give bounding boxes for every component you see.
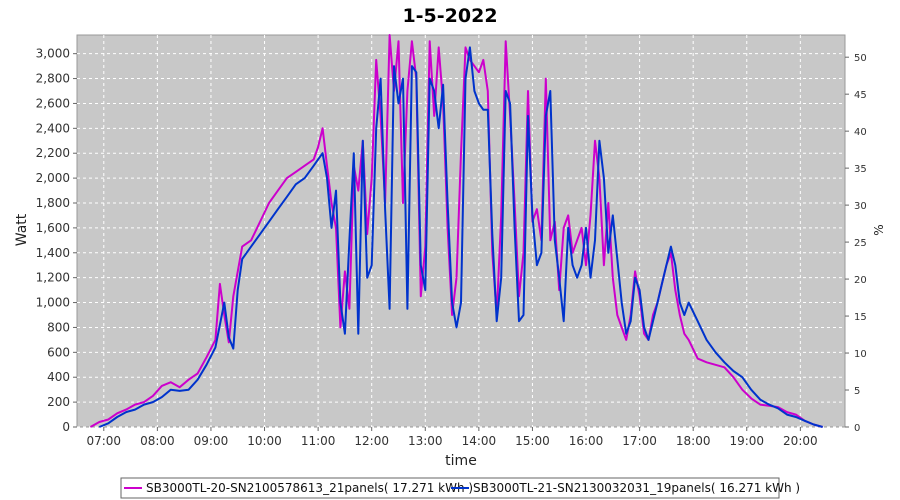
x-tick-label: 08:00	[140, 434, 175, 448]
y-tick-label: 1,400	[36, 246, 70, 260]
legend-label-2: SB3000TL-21-SN2130032031_19panels( 16.27…	[473, 481, 800, 495]
y-tick-label: 2,800	[36, 72, 70, 86]
y2-tick-label: 35	[854, 164, 867, 175]
y2-tick-label: 0	[854, 423, 860, 434]
y2-axis-title: %	[872, 224, 886, 235]
y-tick-label: 2,600	[36, 96, 70, 110]
legend: SB3000TL-20-SN2100578613_21panels( 17.27…	[120, 477, 800, 499]
y-axis-title: Watt	[14, 213, 30, 246]
y2-tick-label: 50	[854, 53, 867, 64]
y-tick-label: 800	[47, 320, 70, 334]
y-tick-label: 2,200	[36, 146, 70, 160]
y-tick-label: 1,200	[36, 271, 70, 285]
y-tick-label: 400	[47, 370, 70, 384]
y-tick-label: 0	[62, 420, 70, 434]
y-tick-label: 1,000	[36, 296, 70, 310]
x-tick-label: 12:00	[354, 434, 389, 448]
y-tick-label: 2,000	[36, 171, 70, 185]
y2-tick-label: 30	[854, 201, 867, 212]
x-tick-label: 19:00	[729, 434, 764, 448]
legend-label-1: SB3000TL-20-SN2100578613_21panels( 17.27…	[146, 481, 473, 495]
y-axis-right: 0 5 10 15 20 25 30 35 40 45 50	[845, 53, 867, 434]
legend-box	[120, 477, 780, 499]
x-axis: 07:00 08:00 09:00 10:00 11:00 12:00 13:00 14:00…	[86, 427, 818, 448]
y-tick-label: 3,000	[36, 47, 70, 61]
y2-tick-label: 25	[854, 238, 867, 249]
x-tick-label: 13:00	[408, 434, 443, 448]
x-axis-title: time	[445, 453, 477, 469]
x-tick-label: 17:00	[622, 434, 657, 448]
y2-tick-label: 45	[854, 90, 867, 101]
x-tick-label: 14:00	[462, 434, 497, 448]
y-tick-label: 200	[47, 395, 70, 409]
y-axis-left: 0 200 400 600 800 1,000 1,200 1,400 1,600 1,800 2,…	[36, 47, 77, 434]
y-tick-label: 2,400	[36, 121, 70, 135]
x-tick-label: 18:00	[676, 434, 711, 448]
series-line-2	[98, 46, 823, 428]
y2-tick-label: 40	[854, 127, 867, 138]
y2-tick-label: 5	[854, 386, 860, 397]
series-group	[89, 34, 823, 428]
x-tick-label: 07:00	[86, 434, 121, 448]
y2-tick-label: 20	[854, 275, 867, 286]
x-tick-label: 16:00	[569, 434, 604, 448]
chart-title: 1-5-2022	[402, 5, 497, 27]
x-tick-label: 10:00	[247, 434, 282, 448]
x-tick-label: 20:00	[783, 434, 818, 448]
x-tick-label: 09:00	[194, 434, 229, 448]
y2-tick-label: 10	[854, 349, 867, 360]
y-tick-label: 1,600	[36, 221, 70, 235]
y-tick-label: 600	[47, 345, 70, 359]
y-tick-label: 1,800	[36, 196, 70, 210]
x-tick-label: 11:00	[301, 434, 336, 448]
y2-tick-label: 15	[854, 312, 867, 323]
x-tick-label: 15:00	[515, 434, 550, 448]
